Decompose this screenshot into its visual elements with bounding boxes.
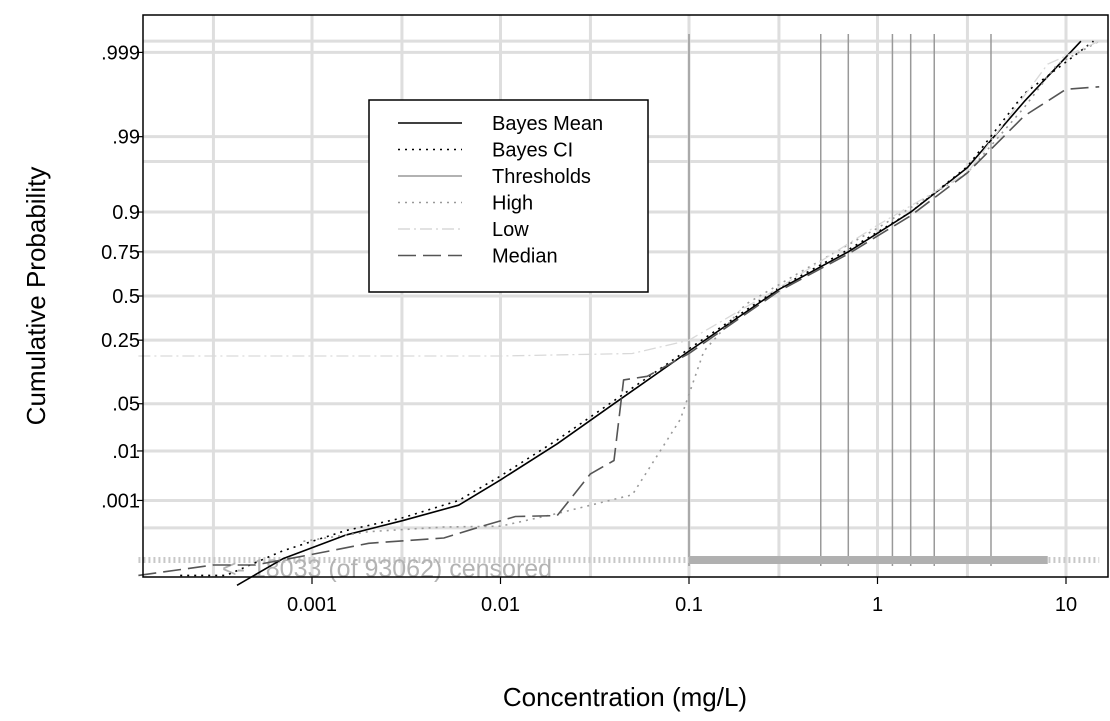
series-line-bayes-mean: [236, 40, 1082, 586]
x-axis: 0.001 0.01 0.1 1 10: [287, 577, 1077, 616]
y-tick-label: .001: [101, 490, 140, 512]
legend: Bayes Mean Bayes CI Thresholds High Low Media…: [368, 99, 649, 293]
y-tick-label: 0.5: [112, 286, 140, 308]
censored-annotation: <- 18033 (of 93062) censored: [222, 555, 552, 583]
y-tick-label: .05: [112, 394, 140, 416]
y-tick-label: .999: [101, 42, 140, 64]
series-line-low: [138, 40, 1100, 357]
x-tick-label: 1: [872, 594, 883, 616]
y-axis-title: Cumulative Probability: [21, 167, 51, 426]
x-tick-label: 10: [1055, 594, 1077, 616]
x-tick-label: 0.1: [675, 594, 703, 616]
y-tick-label: 0.25: [101, 330, 140, 352]
legend-label: Bayes Mean: [492, 113, 603, 135]
x-axis-title: Concentration (mg/L): [503, 682, 747, 712]
x-tick-label: 0.01: [481, 594, 520, 616]
y-axis: .999 .99 0.9 0.75 0.5 0.25 .05 .01 .001: [101, 42, 143, 512]
y-tick-label: 0.9: [112, 202, 140, 224]
series-line-median: [138, 86, 1100, 577]
threshold-lines: [688, 34, 992, 566]
legend-label: Low: [492, 219, 529, 241]
legend-label: Thresholds: [492, 166, 591, 188]
series-line-bayes-ci: [180, 40, 1094, 577]
y-tick-label: 0.75: [101, 242, 140, 264]
series-lines: [138, 40, 1100, 586]
legend-label: Bayes CI: [492, 140, 573, 162]
legend-box: [368, 99, 649, 293]
legend-label: Median: [492, 246, 558, 268]
legend-label: High: [492, 193, 533, 215]
x-tick-label: 0.001: [287, 594, 337, 616]
y-tick-label: .99: [112, 127, 140, 149]
y-tick-label: .01: [112, 441, 140, 463]
